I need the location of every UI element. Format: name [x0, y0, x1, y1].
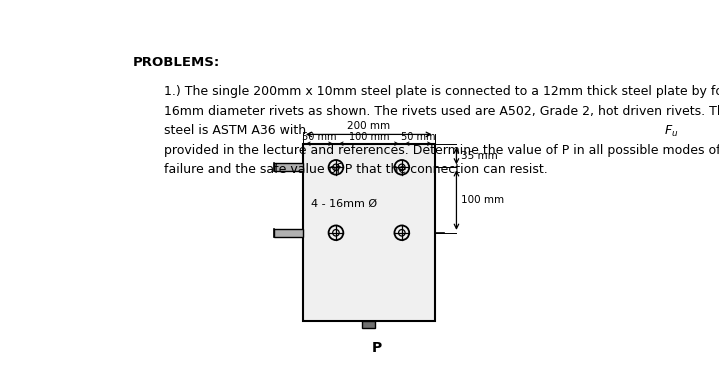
Text: P: P: [372, 341, 383, 355]
Text: 4 - 16mm Ø: 4 - 16mm Ø: [311, 199, 377, 209]
Text: 16mm diameter rivets as shown. The rivets used are A502, Grade 2, hot driven riv: 16mm diameter rivets as shown. The rivet…: [163, 104, 719, 118]
Bar: [273, 229, 303, 236]
Text: 1.) The single 200mm x 10mm steel plate is connected to a 12mm thick steel plate: 1.) The single 200mm x 10mm steel plate …: [163, 85, 719, 98]
Bar: [362, 321, 375, 328]
Text: failure and the safe value of P that the connection can resist.: failure and the safe value of P that the…: [163, 163, 547, 176]
Text: provided in the lecture and references. Determine the value of P in all possible: provided in the lecture and references. …: [163, 144, 719, 157]
Text: 50 mm: 50 mm: [302, 132, 336, 142]
Text: $F_u$: $F_u$: [664, 124, 678, 139]
Bar: [273, 163, 303, 171]
Text: 200 mm: 200 mm: [347, 122, 390, 131]
Text: PROBLEMS:: PROBLEMS:: [132, 56, 220, 68]
Text: 100 mm: 100 mm: [349, 132, 389, 142]
Text: 35 mm: 35 mm: [461, 151, 498, 161]
Bar: [303, 144, 435, 321]
Text: steel is ASTM A36 with: steel is ASTM A36 with: [163, 124, 310, 137]
Text: 50 mm: 50 mm: [401, 132, 436, 142]
Text: 100 mm: 100 mm: [461, 195, 504, 205]
